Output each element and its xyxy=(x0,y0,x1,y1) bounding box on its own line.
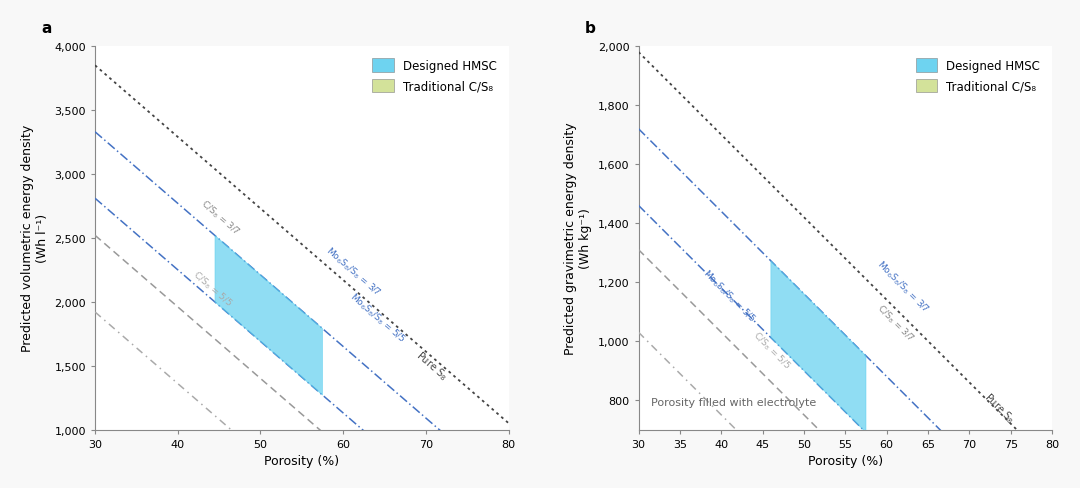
X-axis label: Porosity (%): Porosity (%) xyxy=(265,454,339,467)
Text: C/S$_8$ = 3/7: C/S$_8$ = 3/7 xyxy=(874,302,916,344)
Polygon shape xyxy=(215,236,323,395)
Text: C/S$_8$ = 3/7: C/S$_8$ = 3/7 xyxy=(199,197,242,237)
Legend: Designed HMSC, Traditional C/S₈: Designed HMSC, Traditional C/S₈ xyxy=(366,53,502,99)
Text: C/S$_8$ = 5/5: C/S$_8$ = 5/5 xyxy=(750,328,793,371)
Text: Mo$_6$S$_8$/S$_8$ = 3/7: Mo$_6$S$_8$/S$_8$ = 3/7 xyxy=(323,244,382,298)
Text: Porosity filled with electrolyte: Porosity filled with electrolyte xyxy=(651,397,816,407)
Text: a: a xyxy=(41,20,52,36)
Text: Pure S$_8$: Pure S$_8$ xyxy=(981,389,1017,426)
Text: Mo$_6$S$_8$/S$_8$ = 3/7: Mo$_6$S$_8$/S$_8$ = 3/7 xyxy=(874,258,931,315)
Y-axis label: Predicted gravimetric energy density
(Wh kg⁻¹): Predicted gravimetric energy density (Wh… xyxy=(565,122,592,354)
Legend: Designed HMSC, Traditional C/S₈: Designed HMSC, Traditional C/S₈ xyxy=(909,53,1047,99)
Polygon shape xyxy=(771,262,866,433)
Text: Mo$_6$S$_8$/S$_8$ = 5/5: Mo$_6$S$_8$/S$_8$ = 5/5 xyxy=(700,266,758,325)
Text: b: b xyxy=(584,20,596,36)
X-axis label: Porosity (%): Porosity (%) xyxy=(808,454,882,467)
Text: C/S$_8$ = 5/5: C/S$_8$ = 5/5 xyxy=(190,268,235,309)
Text: Pure S$_8$: Pure S$_8$ xyxy=(414,348,450,383)
Text: Mo$_6$S$_8$/S$_8$ = 5/5: Mo$_6$S$_8$/S$_8$ = 5/5 xyxy=(348,290,408,345)
Y-axis label: Predicted volumetric energy density
(Wh l⁻¹): Predicted volumetric energy density (Wh … xyxy=(21,125,49,352)
